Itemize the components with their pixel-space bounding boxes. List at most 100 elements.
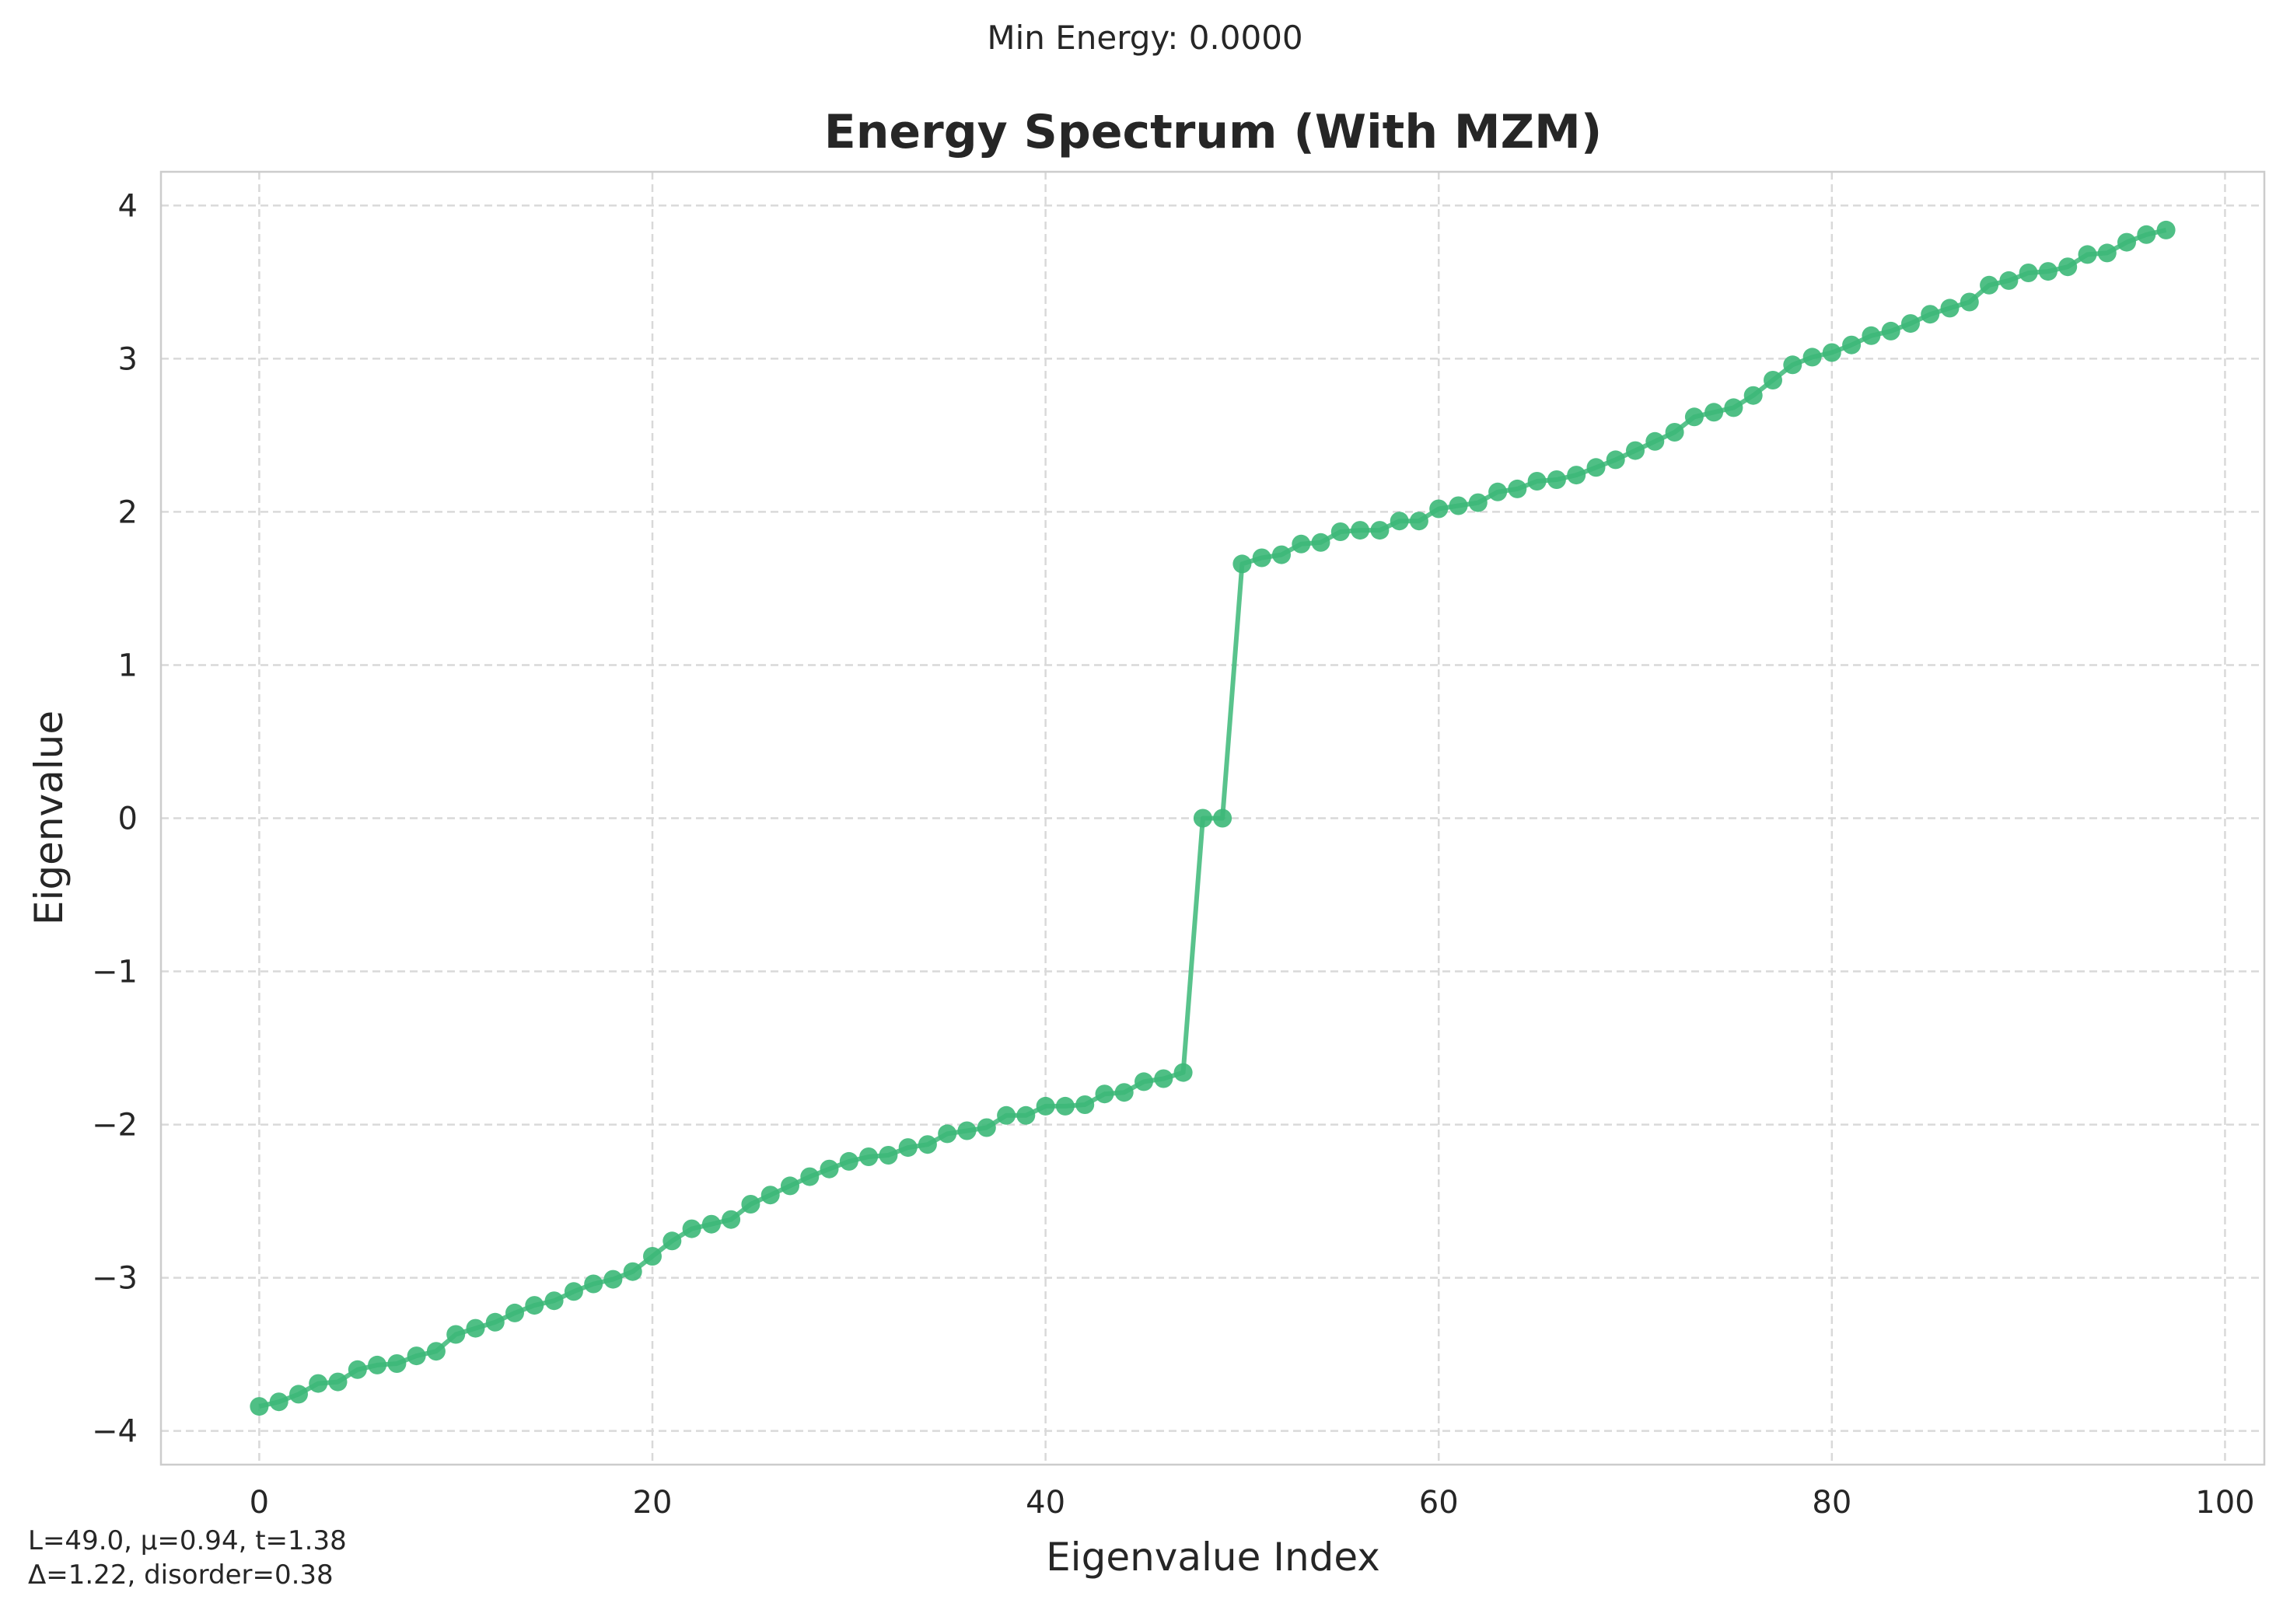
- data-point: [466, 1318, 485, 1338]
- data-point: [1999, 271, 2019, 290]
- data-point: [348, 1360, 367, 1379]
- data-point: [1232, 554, 1252, 574]
- data-point: [289, 1385, 308, 1404]
- x-tick-labels: 0 20 40 60 80 100: [250, 1485, 2255, 1521]
- data-point: [1842, 335, 1862, 354]
- y-tick-label: 1: [118, 648, 138, 683]
- x-axis-label: Eigenvalue Index: [1046, 1535, 1380, 1580]
- min-energy-suptitle: Min Energy: 0.0000: [987, 19, 1303, 57]
- data-point: [1016, 1105, 1036, 1125]
- params-line-2: Δ=1.22, disorder=0.38: [28, 1559, 334, 1591]
- data-point: [1606, 450, 1625, 470]
- parameters-annotation: L=49.0, μ=0.94, t=1.38 Δ=1.22, disorder=…: [28, 1524, 347, 1592]
- data-point: [1704, 403, 1724, 422]
- data-point: [2097, 243, 2117, 263]
- data-point: [1154, 1069, 1173, 1088]
- data-point: [1586, 458, 1606, 477]
- data-point: [879, 1146, 898, 1165]
- data-point: [1468, 493, 1488, 512]
- data-point: [544, 1291, 564, 1311]
- y-axis-label: Eigenvalue: [26, 711, 72, 925]
- data-point: [1135, 1072, 1153, 1091]
- y-tick-label: 3: [118, 341, 138, 377]
- data-point: [1901, 314, 1920, 334]
- plot-frame: [159, 170, 2266, 1466]
- data-point: [643, 1247, 662, 1266]
- x-tick-label: 80: [1812, 1485, 1851, 1521]
- data-point: [781, 1176, 799, 1196]
- chart-title: Energy Spectrum (With MZM): [824, 105, 1603, 159]
- data-point: [1311, 533, 1330, 552]
- data-point: [2078, 245, 2097, 264]
- data-point: [1527, 472, 1547, 491]
- data-point: [1881, 321, 1900, 341]
- data-point: [682, 1219, 701, 1238]
- data-point: [820, 1159, 839, 1179]
- data-point: [977, 1118, 996, 1137]
- y-tick-label: 2: [118, 494, 138, 530]
- data-point: [1390, 512, 1409, 531]
- data-point: [2058, 257, 2078, 277]
- data-point: [505, 1303, 524, 1322]
- data-point: [1213, 809, 1232, 828]
- data-point: [1488, 482, 1508, 501]
- grid-lines: [161, 172, 2264, 1465]
- data-point: [309, 1374, 328, 1393]
- data-point: [1645, 431, 1665, 451]
- data-point: [1252, 548, 1271, 568]
- data-point: [1547, 470, 1566, 489]
- data-point: [760, 1186, 780, 1205]
- data-point: [1862, 326, 1881, 345]
- data-point: [898, 1138, 918, 1158]
- data-point: [2117, 232, 2136, 252]
- data-point: [328, 1372, 348, 1392]
- data-point: [1429, 499, 1449, 519]
- data-point: [250, 1397, 269, 1416]
- data-point: [2137, 225, 2156, 244]
- data-point: [997, 1105, 1016, 1125]
- y-tick-label: −3: [92, 1261, 138, 1297]
- data-point: [368, 1355, 387, 1374]
- data-point: [1724, 398, 1743, 417]
- data-point: [407, 1346, 426, 1366]
- data-point: [1626, 441, 1645, 460]
- data-point: [1292, 534, 1311, 554]
- data-point: [1743, 386, 1763, 405]
- data-point: [525, 1296, 544, 1315]
- data-point: [1193, 809, 1212, 828]
- data-point: [1095, 1084, 1114, 1104]
- x-tick-label: 20: [633, 1485, 673, 1521]
- y-tick-label: −1: [92, 955, 138, 990]
- data-point: [957, 1121, 977, 1140]
- data-point: [1980, 275, 1999, 295]
- data-point: [1449, 496, 1468, 515]
- data-point: [1802, 348, 1822, 367]
- x-tick-label: 100: [2195, 1485, 2254, 1521]
- data-point: [2038, 262, 2058, 281]
- data-point: [1409, 512, 1428, 531]
- y-tick-label: 0: [118, 802, 138, 837]
- data-point: [485, 1312, 505, 1332]
- data-point: [446, 1325, 466, 1344]
- data-point: [839, 1151, 858, 1171]
- y-tick-label: 4: [118, 188, 138, 224]
- data-point: [1351, 521, 1370, 540]
- data-point: [2156, 220, 2176, 239]
- data-point: [1783, 355, 1802, 375]
- data-point: [1173, 1063, 1193, 1082]
- data-point: [269, 1392, 288, 1412]
- data-point: [1114, 1083, 1134, 1102]
- data-point: [859, 1147, 879, 1166]
- data-point: [1055, 1096, 1075, 1116]
- data-point: [564, 1282, 583, 1301]
- data-point: [2019, 264, 2038, 282]
- data-point: [1921, 305, 1940, 324]
- data-point: [1940, 299, 1960, 318]
- data-point: [918, 1135, 937, 1154]
- x-tick-label: 40: [1026, 1485, 1065, 1521]
- data-point: [1567, 466, 1586, 485]
- x-tick-label: 0: [250, 1485, 269, 1521]
- data-point: [1764, 371, 1782, 389]
